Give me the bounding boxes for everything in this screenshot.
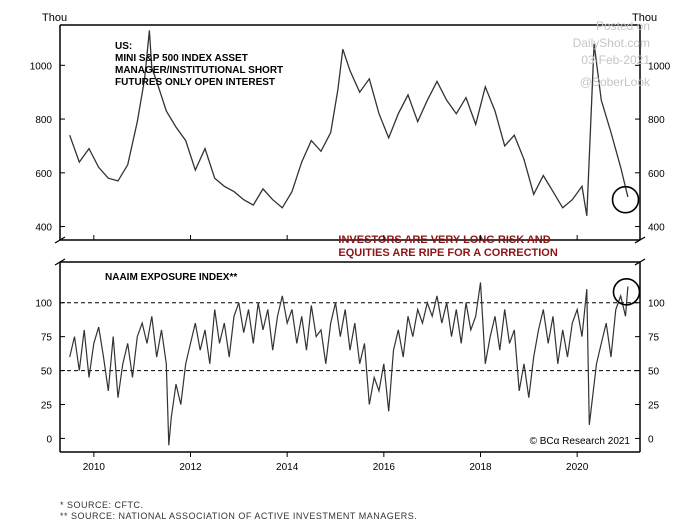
svg-text:0: 0 — [46, 434, 52, 445]
svg-text:600: 600 — [648, 169, 665, 180]
svg-text:2010: 2010 — [83, 462, 106, 473]
svg-text:50: 50 — [41, 367, 53, 378]
svg-text:75: 75 — [41, 333, 53, 344]
svg-text:600: 600 — [35, 169, 52, 180]
svg-text:2014: 2014 — [276, 462, 299, 473]
svg-text:2020: 2020 — [566, 462, 589, 473]
svg-text:800: 800 — [35, 115, 52, 126]
svg-text:1000: 1000 — [30, 61, 53, 72]
svg-text:Thou: Thou — [42, 12, 67, 24]
svg-text:1000: 1000 — [648, 61, 671, 72]
svg-text:25: 25 — [41, 401, 53, 412]
footnotes: * SOURCE: CFTC. ** SOURCE: NATIONAL ASSO… — [60, 500, 417, 522]
svg-text:100: 100 — [648, 299, 665, 310]
watermark-line: Posted on — [573, 18, 650, 35]
watermark: Posted on DailyShot.com 03-Feb-2021 @Sob… — [573, 18, 650, 91]
svg-text:INVESTORS ARE VERY LONG RISK A: INVESTORS ARE VERY LONG RISK AND — [338, 234, 550, 246]
svg-text:US:: US: — [115, 41, 132, 52]
svg-text:75: 75 — [648, 333, 660, 344]
svg-text:2012: 2012 — [179, 462, 202, 473]
svg-text:MINI S&P 500 INDEX ASSET: MINI S&P 500 INDEX ASSET — [115, 53, 248, 64]
svg-text:NAAIM EXPOSURE INDEX**: NAAIM EXPOSURE INDEX** — [105, 272, 237, 283]
svg-text:2016: 2016 — [373, 462, 396, 473]
svg-text:25: 25 — [648, 401, 660, 412]
footnote-line: * SOURCE: CFTC. — [60, 500, 417, 510]
watermark-line: @SoberLook — [573, 74, 650, 91]
svg-text:400: 400 — [35, 223, 52, 234]
svg-text:© BCα Research 2021: © BCα Research 2021 — [530, 436, 631, 447]
footnote-line: ** SOURCE: NATIONAL ASSOCIATION OF ACTIV… — [60, 511, 417, 521]
watermark-line: DailyShot.com — [573, 35, 650, 52]
svg-text:100: 100 — [35, 299, 52, 310]
chart-container: 40040060060080080010001000ThouThouUS:MIN… — [0, 0, 700, 530]
svg-text:2018: 2018 — [469, 462, 492, 473]
svg-text:50: 50 — [648, 367, 660, 378]
svg-text:MANAGER/INSTITUTIONAL SHORT: MANAGER/INSTITUTIONAL SHORT — [115, 65, 283, 76]
svg-text:0: 0 — [648, 434, 654, 445]
svg-text:400: 400 — [648, 223, 665, 234]
svg-text:EQUITIES ARE RIPE FOR A CORREC: EQUITIES ARE RIPE FOR A CORRECTION — [338, 247, 557, 259]
watermark-line: 03-Feb-2021 — [573, 52, 650, 69]
svg-text:800: 800 — [648, 115, 665, 126]
svg-text:FUTURES ONLY OPEN INTEREST: FUTURES ONLY OPEN INTEREST — [115, 77, 275, 88]
